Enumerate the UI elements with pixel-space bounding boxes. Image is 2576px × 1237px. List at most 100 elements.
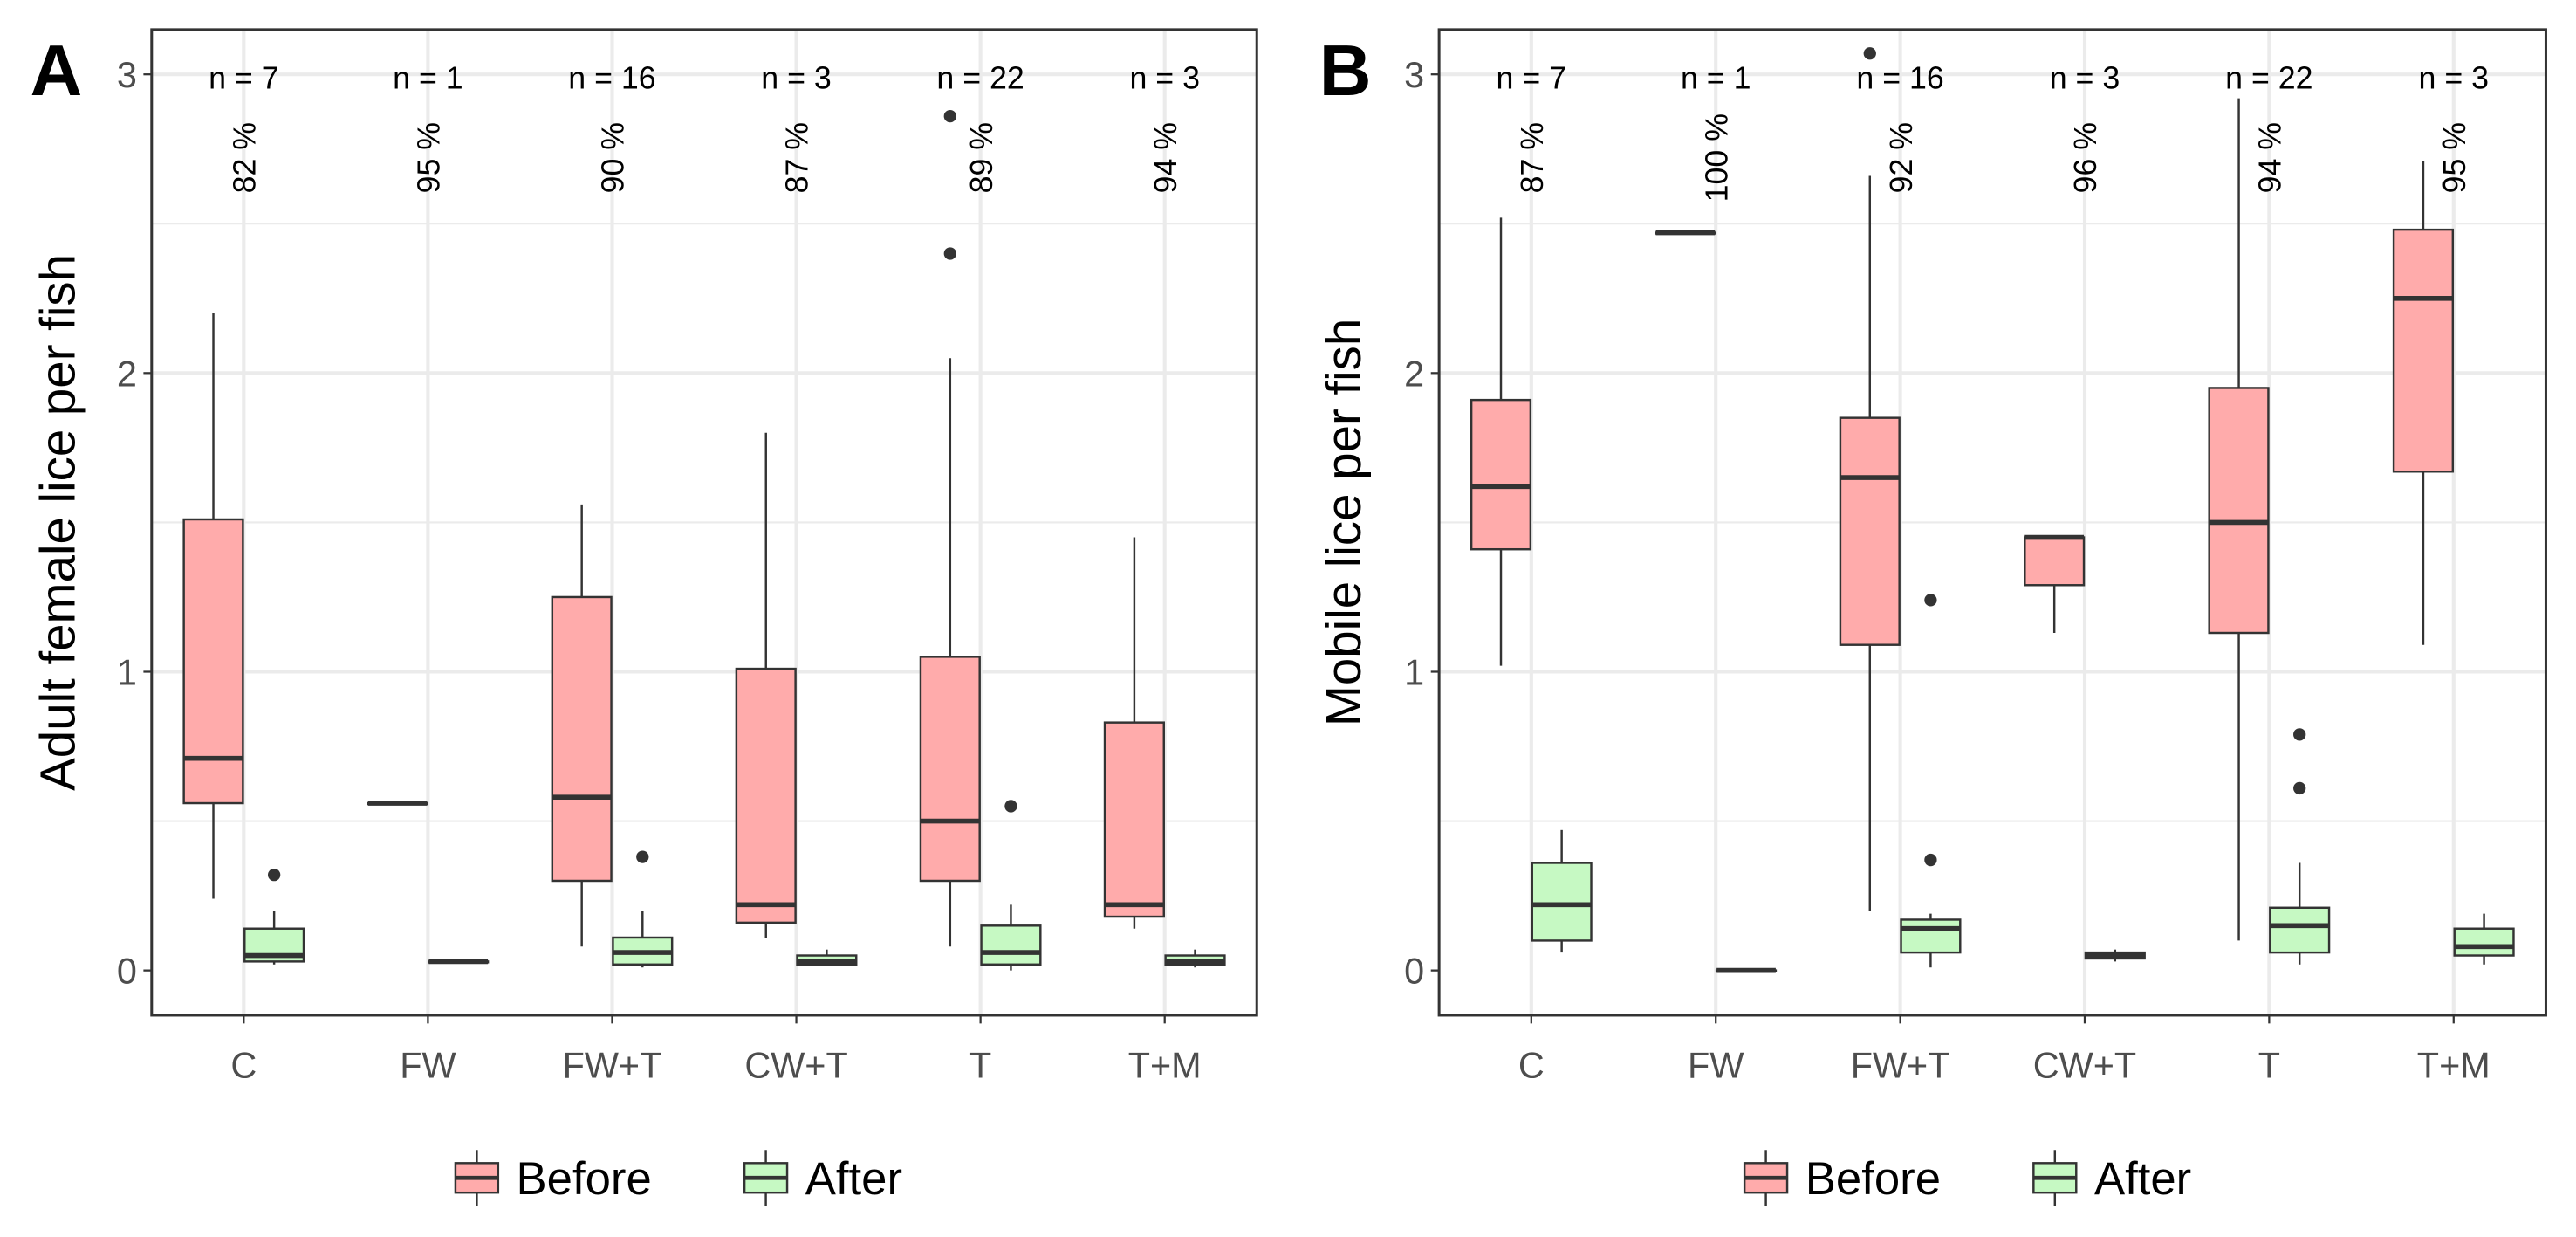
after-box-C [243,868,305,965]
iqr-box [182,518,244,805]
legend-panel-b: Before After [1743,1150,2191,1206]
y-tick-label: 1 [1404,653,1424,693]
after-box-T [980,800,1042,971]
percent-reduction-label: 95 % [412,122,447,193]
after-box-T [2269,728,2331,965]
x-tick-label: FW [400,1045,456,1085]
legend-panel-a: Before After [454,1150,902,1206]
after-box-T+M [2453,913,2515,965]
x-tick-label: CW+T [2033,1045,2136,1085]
legend-item-after: After [743,1150,902,1206]
y-tick-label: 3 [117,55,137,95]
after-box-T+M [1164,949,1226,968]
x-tick-label: FW+T [563,1045,662,1085]
before-box-C [182,313,244,899]
x-tick-label: CW+T [744,1045,847,1085]
percent-reduction-label: 95 % [2437,122,2472,193]
y-axis-title: Adult female lice per fish [30,254,85,791]
before-box-T+M [2392,161,2455,645]
before-box-C [1470,217,1532,666]
after-box-CW+T [2084,949,2146,962]
iqr-box [980,924,1042,966]
x-tick-label: FW+T [1851,1045,1950,1085]
percent-reduction-label: 96 % [2068,122,2103,193]
before-box-T [919,109,981,947]
n-label: n = 3 [1129,61,1200,96]
x-tick-label: T [969,1045,991,1085]
outlier-point [636,850,649,863]
x-tick-label: C [230,1045,257,1085]
iqr-box [1900,918,1962,954]
percent-reduction-label: 82 % [228,122,263,193]
n-label: n = 7 [209,61,279,96]
before-box-FW [1655,230,1716,236]
n-label: n = 3 [2050,61,2120,96]
iqr-box [1103,721,1165,918]
outlier-point [2293,781,2306,795]
percent-reduction-label: 87 % [780,122,815,193]
before-box-FW+T [551,504,613,947]
legend-label: After [805,1153,902,1205]
y-tick-label: 1 [117,653,137,693]
after-box-FW+T [1900,594,1962,968]
x-tick-label: T+M [2417,1045,2490,1085]
percent-reduction-label: 100 % [1699,113,1734,202]
y-tick-label: 0 [1404,952,1424,992]
after-box-C [1531,829,1593,953]
iqr-box [551,595,613,883]
percent-reduction-label: 90 % [596,122,631,193]
n-label: n = 16 [568,61,655,96]
x-tick-label: C [1518,1045,1545,1085]
x-tick-label: FW [1688,1045,1744,1085]
outlier-point [943,247,956,260]
panel-label: B [1319,30,1372,111]
n-label: n = 3 [2419,61,2490,96]
legend-item-after: After [2032,1150,2191,1206]
panel-b: B Mobile lice per fish 0 1 2 3 Cn = 7 87 % FW n… [1316,28,2547,1085]
outlier-point [267,868,281,882]
iqr-box [735,667,797,924]
after-box-FW [1715,967,1778,973]
iqr-box [2208,387,2270,635]
iqr-box [2269,906,2331,954]
y-tick-label: 2 [117,354,137,394]
x-tick-label: T [2258,1045,2280,1085]
before-box-CW+T [2024,534,2086,634]
iqr-box [1470,398,1532,551]
panel-label: A [31,30,83,111]
iqr-box [919,656,981,883]
before-box-T+M [1103,537,1165,929]
legend-label: After [2094,1153,2191,1205]
percent-reduction-label: 89 % [964,122,999,193]
outlier-point [943,109,956,123]
percent-reduction-label: 87 % [1515,122,1550,193]
n-label: n = 1 [1681,61,1751,96]
x-tick-label: T+M [1128,1045,1202,1085]
percent-reduction-label: 94 % [1148,122,1183,193]
outlier-point [1863,47,1876,60]
legend-label: Before [1805,1153,1941,1205]
iqr-box [1839,416,1901,646]
iqr-box [2453,927,2515,957]
after-box-FW+T [612,850,674,968]
before-box-T [2208,98,2270,941]
y-tick-label: 3 [1404,55,1424,95]
n-label: n = 22 [936,61,1024,96]
iqr-box [2392,228,2455,473]
iqr-box [2024,536,2086,587]
y-tick-label: 2 [1404,354,1424,394]
outlier-point [2293,728,2306,741]
before-box-CW+T [735,432,797,938]
panel-a: A Adult female lice per fish 0 1 2 3 Cn = 7 8… [30,28,1258,1085]
before-box-FW+T [1839,47,1901,911]
plot-frame [1437,28,2547,1017]
n-label: n = 16 [1856,61,1943,96]
n-label: n = 1 [393,61,463,96]
n-label: n = 22 [2225,61,2312,96]
n-label: n = 3 [761,61,832,96]
legend-item-before: Before [1743,1150,1941,1206]
percent-reduction-label: 92 % [1884,122,1919,193]
n-label: n = 7 [1497,61,1567,96]
outlier-point [1924,853,1937,867]
outlier-point [1924,594,1937,607]
